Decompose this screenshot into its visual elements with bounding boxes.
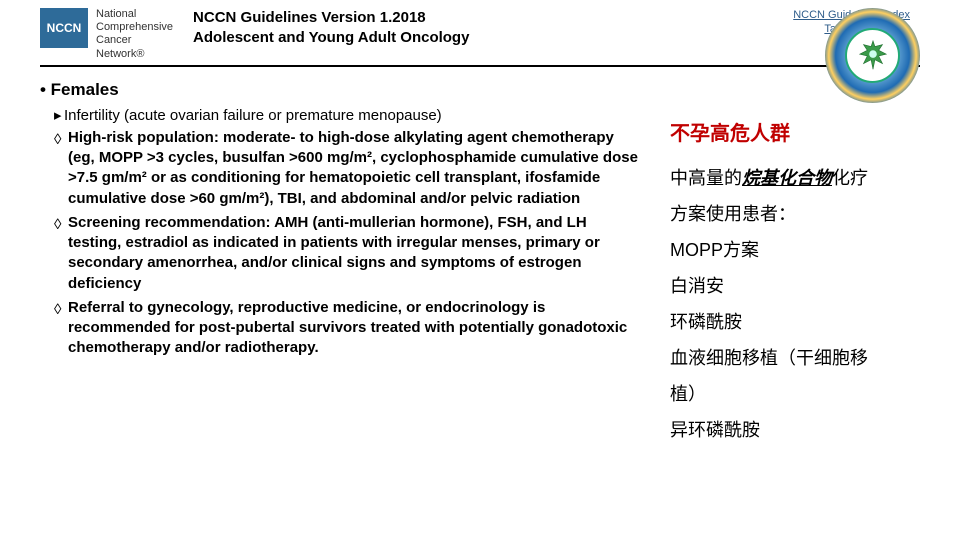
screening-item: ◊Screening recommendation: AMH (anti-mul… <box>40 213 640 294</box>
org-line: Network® <box>96 48 173 61</box>
section-females: • Females <box>40 79 640 102</box>
cn-l1b-emphasis: 烷基化合物 <box>742 168 832 188</box>
org-line: National <box>96 8 173 21</box>
cn-l1a: 中高量的 <box>670 168 742 188</box>
cn-l1c: 化疗 <box>832 168 868 188</box>
left-column: • Females ▸Infertility (acute ovarian fa… <box>40 79 640 448</box>
org-line: Comprehensive <box>96 21 173 34</box>
cn-line-8: 异环磷酰胺 <box>670 412 920 448</box>
cn-line-1: 中高量的烷基化合物化疗 <box>670 160 920 196</box>
infertility-text: Infertility (acute ovarian failure or pr… <box>64 107 442 124</box>
guideline-title: NCCN Guidelines Version 1.2018 Adolescen… <box>193 8 469 47</box>
org-name: National Comprehensive Cancer Network® <box>96 8 173 61</box>
right-column: 不孕高危人群 中高量的烷基化合物化疗 方案使用患者： MOPP方案 白消安 环磷… <box>640 79 920 448</box>
high-risk-item: ◊High-risk population: moderate- to high… <box>40 128 640 209</box>
nccn-logo: NCCN <box>40 8 88 48</box>
org-line: Cancer <box>96 34 173 47</box>
referral-text: Referral to gynecology, reproductive med… <box>68 299 627 357</box>
cn-line-4: 白消安 <box>670 268 920 304</box>
infertility-line: ▸Infertility (acute ovarian failure or p… <box>40 106 640 126</box>
content: • Females ▸Infertility (acute ovarian fa… <box>0 67 960 448</box>
title-line: Adolescent and Young Adult Oncology <box>193 28 469 48</box>
hospital-seal-icon <box>825 8 920 103</box>
cn-line-7: 植） <box>670 376 920 412</box>
cn-line-2: 方案使用患者： <box>670 196 920 232</box>
screening-text: Screening recommendation: AMH (anti-mull… <box>68 214 600 292</box>
header: NCCN National Comprehensive Cancer Netwo… <box>40 0 920 67</box>
cn-line-6: 血液细胞移植（干细胞移 <box>670 340 920 376</box>
title-line: NCCN Guidelines Version 1.2018 <box>193 8 469 28</box>
seal-inner-icon <box>845 28 900 83</box>
referral-item: ◊Referral to gynecology, reproductive me… <box>40 298 640 359</box>
high-risk-text: High-risk population: moderate- to high-… <box>68 129 638 207</box>
cn-line-3: MOPP方案 <box>670 232 920 268</box>
cn-title: 不孕高危人群 <box>670 114 920 154</box>
cn-line-5: 环磷酰胺 <box>670 304 920 340</box>
